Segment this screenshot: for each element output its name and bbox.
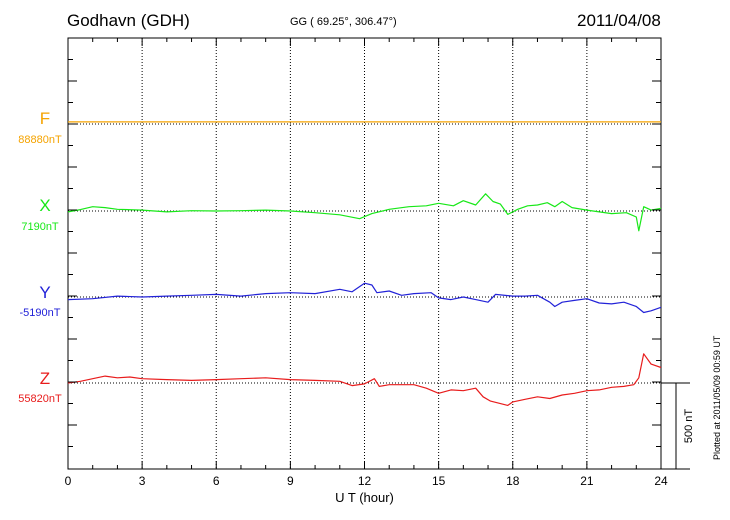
station-title: Godhavn (GDH)	[67, 11, 190, 30]
series-baseline-f: 88880nT	[18, 134, 62, 146]
series-line-x	[67, 193, 662, 232]
series-line-y	[67, 282, 662, 314]
x-tick-label-12: 12	[358, 474, 372, 488]
scale-bar-label: 500 nT	[683, 409, 695, 444]
series-name-f: F	[40, 109, 50, 128]
series-baseline-y: -5190nT	[20, 307, 61, 319]
observation-date: 2011/04/08	[577, 11, 661, 30]
series-name-x: X	[39, 196, 50, 215]
x-tick-label-18: 18	[506, 474, 520, 488]
grid-lines	[141, 38, 588, 469]
series-name-z: Z	[40, 369, 50, 388]
series-baseline-x: 7190nT	[21, 221, 59, 233]
x-tick-label-3: 3	[139, 474, 146, 488]
x-tick-label-21: 21	[580, 474, 594, 488]
x-tick-label-6: 6	[213, 474, 220, 488]
x-tick-label-9: 9	[287, 474, 294, 488]
x-tick-label-15: 15	[432, 474, 446, 488]
series-name-y: Y	[39, 283, 50, 302]
x-axis-title: U T (hour)	[335, 490, 394, 505]
scale-bar: 500 nT	[661, 382, 695, 470]
x-tick-label-24: 24	[654, 474, 668, 488]
axis-labels: 0 3 6 9 12 15 18 21 24 U T (hour) F 88880nT X 7190nT Y…	[18, 109, 668, 505]
series-lines	[67, 121, 662, 406]
series-line-z	[67, 353, 662, 406]
geographic-coordinates: GG ( 69.25°, 306.47°)	[290, 16, 397, 28]
x-tick-label-0: 0	[65, 474, 72, 488]
axis-ticks	[67, 38, 662, 469]
series-baseline-z: 55820nT	[18, 393, 62, 405]
